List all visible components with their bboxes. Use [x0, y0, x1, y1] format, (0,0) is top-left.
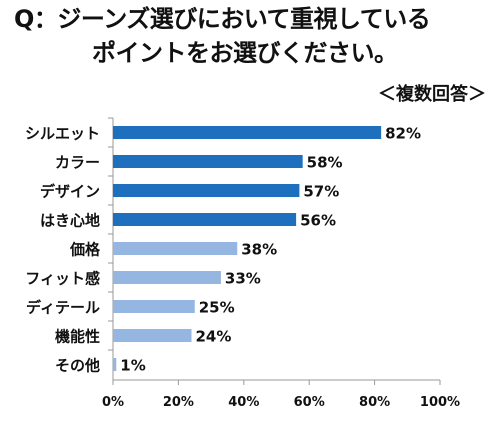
bar	[113, 213, 297, 226]
value-label: 58%	[307, 154, 343, 172]
title-line-2: ポイントをお選びください。	[92, 39, 398, 67]
value-label: 57%	[303, 183, 339, 201]
bar	[113, 358, 117, 371]
category-label: その他	[55, 357, 100, 375]
x-tick-label: 80%	[359, 395, 390, 410]
chart-title: Q：ジーンズ選びにおいて重視している ポイントをお選びください。	[14, 2, 494, 70]
x-tick-label: 100%	[420, 395, 460, 410]
x-tick-label: 40%	[228, 395, 259, 410]
value-label: 1%	[120, 357, 145, 375]
bar	[113, 155, 303, 168]
value-label: 38%	[241, 241, 277, 259]
value-label: 24%	[195, 328, 231, 346]
title-line-1: Q：ジーンズ選びにおいて重視している	[14, 5, 431, 33]
category-label: ディテール	[26, 299, 100, 317]
value-label: 33%	[225, 270, 261, 288]
category-label: フィット感	[25, 270, 100, 288]
category-label: シルエット	[25, 125, 100, 143]
bar	[113, 242, 238, 255]
category-label: カラー	[55, 154, 100, 172]
category-label: 価格	[69, 241, 101, 259]
bar	[113, 184, 300, 197]
category-label: デザイン	[40, 183, 100, 201]
category-label: はき心地	[40, 212, 100, 230]
bar	[113, 271, 221, 284]
x-tick-label: 60%	[294, 395, 325, 410]
category-label: 機能性	[55, 328, 100, 346]
value-label: 25%	[199, 299, 235, 317]
multiple-answer-note: ＜複数回答＞	[378, 84, 486, 105]
x-tick-label: 0%	[102, 395, 124, 410]
bar	[113, 329, 192, 342]
x-tick-label: 20%	[163, 395, 194, 410]
bar	[113, 300, 195, 313]
value-label: 82%	[385, 125, 421, 143]
value-label: 56%	[300, 212, 336, 230]
bar	[113, 126, 382, 139]
